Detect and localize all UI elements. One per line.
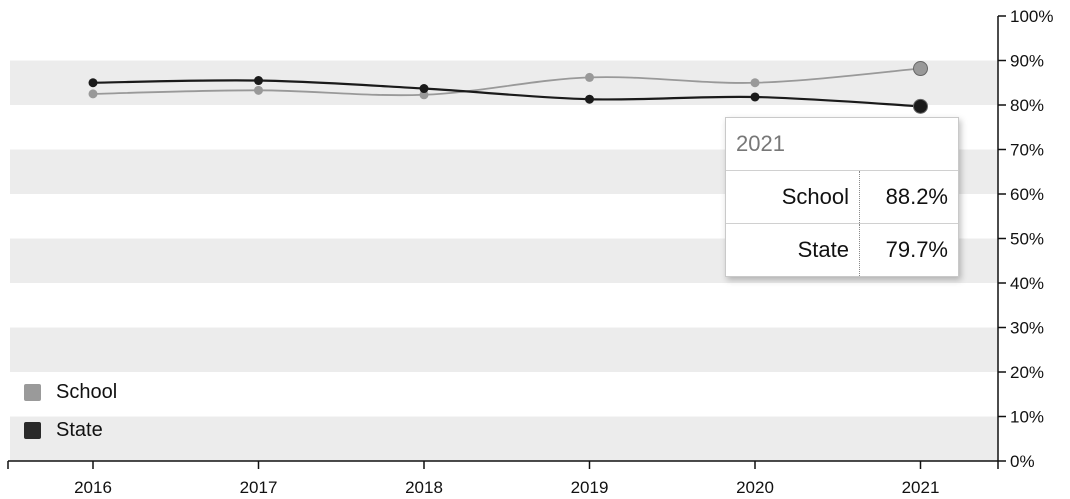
axes: 2016 2017 2018 2019 2020 2021 0% 10% 20% 30% 40% 50… <box>7 7 1053 497</box>
data-points[interactable] <box>88 61 928 114</box>
y-tick-label: 20% <box>1010 363 1044 382</box>
data-point-school-2019[interactable] <box>585 72 594 82</box>
y-tick-label: 60% <box>1010 185 1044 204</box>
x-tick-label: 2020 <box>736 478 774 497</box>
data-point-school-2018[interactable] <box>419 90 429 100</box>
data-point-school-2016[interactable] <box>88 89 98 99</box>
tooltip-name-state: State <box>726 224 860 276</box>
grid-band <box>10 60 998 105</box>
data-point-state-2018[interactable] <box>419 84 429 94</box>
data-point-school-2017[interactable] <box>254 85 263 95</box>
data-point-state-2020[interactable] <box>750 92 760 102</box>
tooltip-value-state: 79.7% <box>885 237 948 262</box>
legend-label-school: School <box>56 380 118 403</box>
tooltip-row-school: School 88.2% <box>726 171 958 224</box>
y-tick-label: 10% <box>1010 408 1044 427</box>
tooltip-row-state: State 79.7% <box>726 224 958 276</box>
data-point-school-2021[interactable] <box>913 61 928 77</box>
y-tick-label: 40% <box>1010 274 1044 293</box>
series-line-state <box>92 79 921 108</box>
data-point-school-2020[interactable] <box>750 78 760 88</box>
y-tick-label: 80% <box>1010 96 1044 115</box>
y-tick-label: 100% <box>1010 7 1053 26</box>
x-tick-label: 2021 <box>902 478 940 497</box>
legend-item-school[interactable]: School <box>24 373 117 411</box>
legend-swatch-school <box>24 383 41 401</box>
grid-band <box>10 327 998 372</box>
grid-band <box>10 416 998 461</box>
x-tick-label: 2019 <box>571 478 609 497</box>
legend: School State <box>24 373 117 449</box>
y-tick-label: 50% <box>1010 230 1044 249</box>
data-point-state-2019[interactable] <box>585 94 594 104</box>
legend-swatch-state <box>24 421 41 439</box>
legend-item-state[interactable]: State <box>24 411 117 449</box>
y-tick-label: 70% <box>1010 141 1044 160</box>
tooltip-title: 2021 <box>726 118 958 171</box>
series-line-school <box>92 67 921 97</box>
tooltip-value-school: 88.2% <box>885 184 948 209</box>
data-point-state-2017[interactable] <box>254 76 263 86</box>
tooltip-name-school: School <box>726 171 860 223</box>
series-lines <box>92 67 921 108</box>
x-tick-label: 2018 <box>405 478 443 497</box>
y-tick-label: 30% <box>1010 319 1044 338</box>
data-point-state-2016[interactable] <box>88 78 98 88</box>
y-tick-label: 90% <box>1010 52 1044 71</box>
data-point-state-2021[interactable] <box>913 98 928 114</box>
x-tick-label: 2016 <box>74 478 112 497</box>
x-tick-label: 2017 <box>240 478 278 497</box>
legend-label-state: State <box>56 418 103 441</box>
tooltip: 2021 School 88.2% State 79.7% <box>725 117 959 277</box>
y-tick-label: 0% <box>1010 452 1035 471</box>
